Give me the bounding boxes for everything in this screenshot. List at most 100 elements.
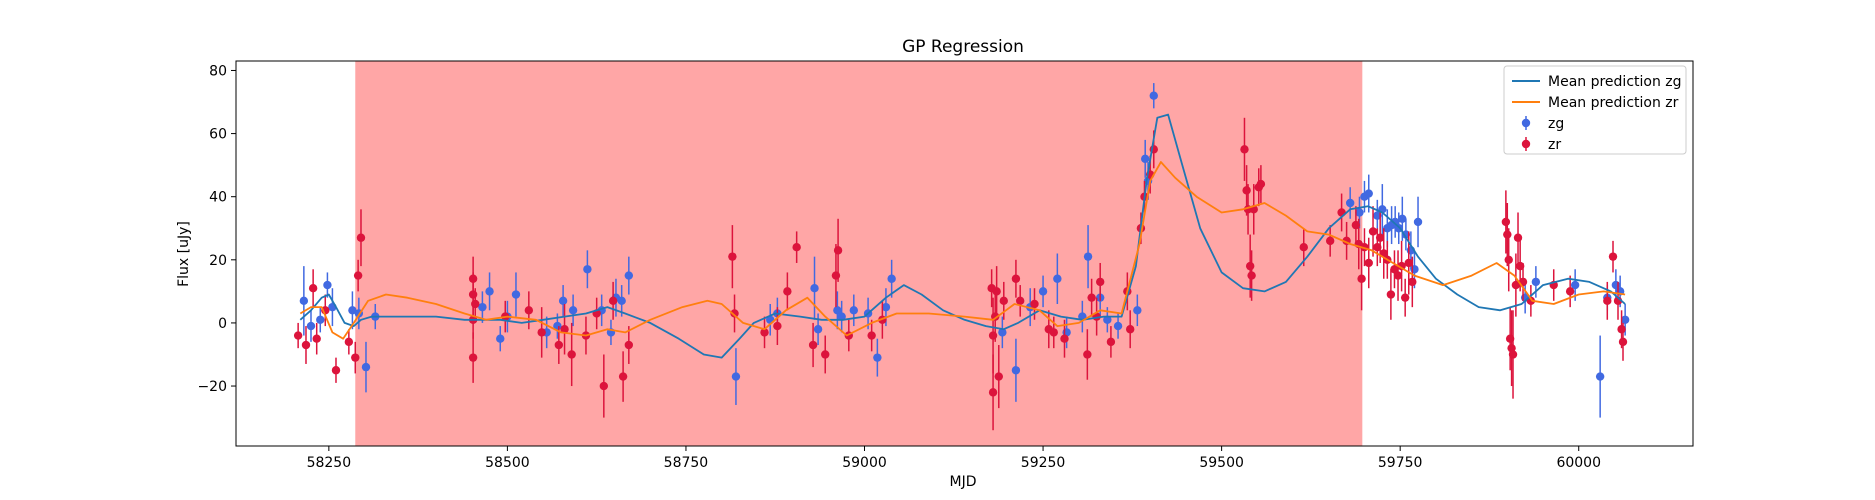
data-point <box>1140 154 1150 164</box>
data-point <box>624 271 634 280</box>
data-point <box>599 381 609 391</box>
legend-label: zr <box>1548 137 1561 153</box>
data-point <box>1570 280 1580 290</box>
data-point <box>730 309 739 318</box>
x-tick-label: 58250 <box>307 455 352 471</box>
data-point <box>873 353 882 362</box>
data-point <box>356 233 366 242</box>
data-point <box>833 246 843 255</box>
y-tick-label: 20 <box>209 253 227 269</box>
data-point <box>316 315 325 324</box>
data-point <box>1125 325 1135 334</box>
x-tick-label: 60000 <box>1556 455 1601 471</box>
data-point <box>306 321 316 331</box>
data-point <box>1400 293 1410 302</box>
data-point <box>881 302 891 312</box>
data-point <box>1030 299 1039 309</box>
data-point <box>1113 321 1123 331</box>
data-point <box>567 350 576 359</box>
data-point <box>1373 242 1382 252</box>
data-point <box>1603 296 1612 306</box>
data-point <box>348 306 357 315</box>
data-point <box>323 280 332 290</box>
series-zr <box>293 117 1628 431</box>
data-point <box>833 306 842 315</box>
data-point <box>1504 255 1513 265</box>
data-point <box>537 328 546 337</box>
y-tick-label: 60 <box>209 127 227 143</box>
data-point <box>1345 198 1355 208</box>
legend-marker-swatch <box>1521 139 1531 149</box>
data-point <box>1011 274 1021 283</box>
data-point <box>1096 277 1105 287</box>
data-point <box>1364 189 1373 198</box>
data-point <box>808 340 818 350</box>
x-tick-label: 59000 <box>842 455 887 471</box>
data-point <box>1049 328 1058 337</box>
data-point <box>308 284 318 293</box>
data-point <box>1351 220 1361 230</box>
data-point <box>1240 145 1249 154</box>
data-point <box>1357 274 1366 283</box>
data-point <box>1398 214 1407 223</box>
x-tick-label: 58750 <box>664 455 709 471</box>
data-point <box>1038 287 1048 296</box>
data-point <box>1608 252 1618 261</box>
data-point <box>301 340 311 350</box>
data-point <box>560 325 569 334</box>
data-point <box>618 372 628 381</box>
data-point <box>849 306 858 315</box>
x-axis-label: MJD <box>950 474 977 490</box>
data-point <box>496 334 505 343</box>
data-point <box>1368 227 1378 236</box>
data-point <box>1565 287 1575 296</box>
data-point <box>1515 261 1525 271</box>
data-point <box>554 340 564 350</box>
data-point <box>1513 233 1523 242</box>
data-point <box>1386 290 1396 299</box>
data-point <box>1355 208 1364 217</box>
x-tick-label: 59250 <box>1021 455 1066 471</box>
shaded-region <box>355 61 1363 446</box>
x-tick-label: 58500 <box>485 455 530 471</box>
data-point <box>1364 258 1373 268</box>
axes-frame <box>235 60 1694 447</box>
data-point <box>617 296 626 306</box>
data-point <box>1106 337 1116 347</box>
data-point <box>1256 179 1266 189</box>
data-point <box>994 372 1003 381</box>
data-point <box>478 302 487 312</box>
data-point <box>361 362 371 372</box>
data-point <box>1149 91 1158 100</box>
data-point <box>1087 293 1096 302</box>
data-point <box>1083 252 1093 261</box>
data-point <box>992 287 1001 296</box>
x-tick-label: 59750 <box>1378 455 1423 471</box>
data-point <box>1060 334 1069 343</box>
data-point <box>837 312 846 321</box>
data-point <box>999 296 1008 306</box>
data-point <box>731 372 741 381</box>
data-point <box>1133 306 1142 315</box>
data-point <box>568 306 578 315</box>
data-point <box>1503 230 1512 239</box>
data-point <box>1103 315 1112 324</box>
data-point <box>1299 242 1308 252</box>
y-axis-label: Flux [uJy] <box>176 221 192 287</box>
data-point <box>1617 325 1626 334</box>
data-point <box>783 287 792 296</box>
legend-label: Mean prediction zr <box>1548 95 1679 111</box>
data-point <box>1390 265 1399 274</box>
data-point <box>792 242 801 252</box>
legend-box <box>1503 65 1687 155</box>
data-point <box>1011 366 1021 375</box>
data-point <box>728 252 737 261</box>
data-point <box>353 271 363 280</box>
data-point <box>821 350 830 359</box>
y-tick-label: 80 <box>209 63 227 79</box>
data-point <box>988 331 998 340</box>
data-point <box>1620 315 1630 324</box>
data-point <box>558 296 568 306</box>
data-point <box>1242 186 1251 195</box>
data-point <box>468 353 478 362</box>
